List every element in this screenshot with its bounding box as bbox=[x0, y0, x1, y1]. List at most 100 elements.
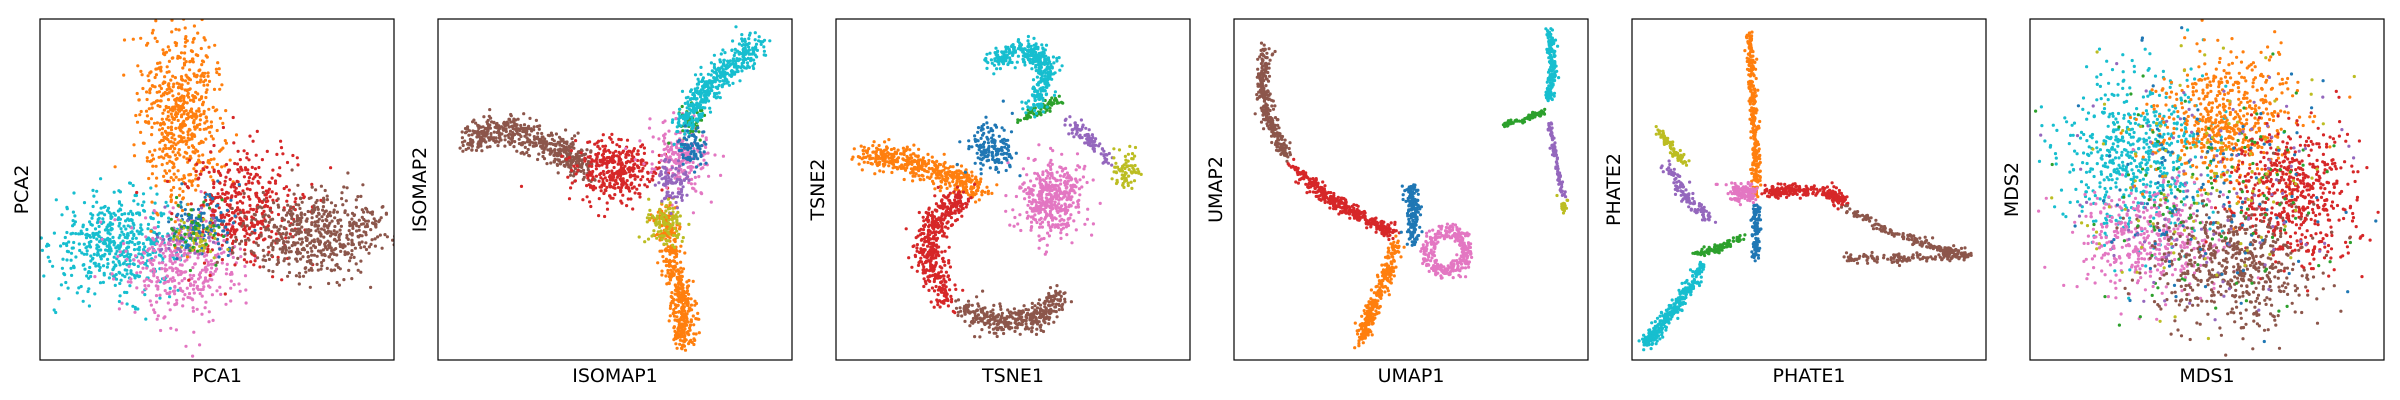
panel-1-point bbox=[180, 137, 184, 141]
panel-1-point bbox=[231, 221, 236, 225]
panel-1-point bbox=[193, 280, 197, 284]
panel-1-point bbox=[356, 268, 360, 272]
panel-2-point bbox=[702, 158, 706, 162]
panel-1-point bbox=[183, 208, 187, 212]
panel-2-point bbox=[687, 178, 691, 182]
panel-2-point bbox=[667, 319, 671, 323]
panel-2-point bbox=[528, 143, 532, 147]
panel-1-point bbox=[143, 284, 147, 288]
panel-1-point bbox=[100, 211, 104, 215]
panel-2-point bbox=[580, 162, 584, 166]
panel-1-point bbox=[377, 220, 381, 224]
panel-1-point bbox=[202, 109, 206, 113]
panel-1-point bbox=[267, 257, 271, 261]
panel-2-point bbox=[558, 162, 563, 166]
panel-2-point bbox=[628, 175, 633, 179]
panel-2-point bbox=[680, 89, 685, 93]
panel-2-point bbox=[534, 118, 539, 122]
panel-1-point bbox=[69, 266, 73, 270]
panel-1-point bbox=[123, 212, 127, 216]
panel-2-point bbox=[537, 152, 541, 156]
panel-2-point bbox=[508, 142, 512, 146]
panel-2-point bbox=[678, 222, 682, 226]
panel-1-point bbox=[191, 57, 195, 61]
panel-1-point bbox=[110, 215, 114, 219]
panel-1-point bbox=[216, 252, 220, 256]
panel-1-point bbox=[106, 257, 110, 261]
panel-1-point bbox=[225, 228, 230, 232]
panel-1-point bbox=[357, 242, 362, 247]
panel-1-point bbox=[168, 277, 173, 281]
panel-2-point bbox=[503, 123, 507, 127]
panel-1-point bbox=[175, 235, 180, 239]
panel-2-point bbox=[660, 269, 664, 273]
panel-2-point bbox=[666, 245, 670, 249]
panel-1-point bbox=[162, 147, 166, 151]
panel-1-point bbox=[180, 94, 184, 98]
panel-1-point bbox=[169, 193, 174, 197]
panel-2-point bbox=[697, 113, 701, 117]
panel-2-point bbox=[662, 242, 666, 246]
panel-2-point bbox=[620, 201, 624, 205]
panel-2-point bbox=[512, 117, 516, 121]
panel-1-point bbox=[225, 208, 229, 212]
panel-1-point bbox=[215, 128, 219, 133]
panel-2-point bbox=[655, 214, 660, 218]
panel-1-point bbox=[380, 246, 384, 250]
panel-1-point bbox=[172, 133, 176, 137]
panel-1-point bbox=[154, 294, 159, 298]
panel-2-point bbox=[581, 168, 586, 172]
panel-1-point bbox=[344, 199, 348, 203]
panel-1-point bbox=[131, 237, 135, 241]
panel-2-point bbox=[567, 156, 572, 160]
panel-2-point bbox=[762, 45, 766, 49]
panel-1-point bbox=[159, 86, 163, 91]
panel-1-point bbox=[342, 185, 346, 189]
panel-1-point bbox=[147, 258, 152, 262]
panel-1-point bbox=[150, 31, 154, 35]
panel-1-point bbox=[301, 255, 305, 259]
panel-1-point bbox=[208, 221, 212, 225]
panel-1-point bbox=[287, 246, 291, 250]
panel-1-point bbox=[165, 291, 169, 295]
panel-2-point bbox=[679, 300, 684, 304]
panel-2-point bbox=[729, 62, 733, 66]
panel-2-point bbox=[682, 329, 686, 333]
panel-1-point bbox=[248, 203, 252, 208]
panel-1-point bbox=[73, 214, 77, 218]
panel-2-point bbox=[592, 184, 596, 188]
panel-1-point bbox=[171, 269, 175, 273]
panel-1-point bbox=[206, 250, 210, 254]
panel-1-point bbox=[135, 271, 139, 275]
panel-2-point bbox=[655, 232, 659, 237]
panel-1-point bbox=[110, 272, 114, 276]
panel-1-point bbox=[203, 278, 207, 282]
panel-2-point bbox=[603, 144, 608, 148]
panel-1-point bbox=[188, 273, 192, 277]
panel-2-point bbox=[492, 121, 496, 125]
panel-2-point bbox=[541, 140, 545, 144]
panel-1-point bbox=[179, 108, 183, 112]
panel-1-point bbox=[233, 189, 237, 193]
panel-1-point bbox=[74, 255, 78, 259]
panel-2-point bbox=[669, 217, 674, 221]
panel-1-point bbox=[65, 249, 69, 253]
panel-1-point bbox=[304, 230, 308, 234]
panel-2-point bbox=[719, 52, 723, 56]
panel-1-point bbox=[315, 262, 319, 266]
panel-1-point bbox=[325, 231, 329, 235]
panel-1-point bbox=[87, 270, 91, 274]
panel-1-point bbox=[249, 249, 253, 253]
panel-1-point bbox=[151, 217, 155, 221]
panel-1-point bbox=[274, 232, 278, 236]
panel-2-point bbox=[590, 178, 595, 182]
panel-2-point bbox=[673, 288, 678, 292]
panel-1-point bbox=[104, 248, 108, 252]
panel-2-point bbox=[672, 142, 676, 146]
panel-1-point bbox=[339, 249, 343, 253]
panel-1-point bbox=[113, 283, 117, 287]
panel-2-point bbox=[692, 93, 696, 97]
panel-1-point bbox=[322, 258, 326, 262]
panel-2-point bbox=[601, 180, 605, 184]
panel-1-point bbox=[178, 134, 183, 138]
